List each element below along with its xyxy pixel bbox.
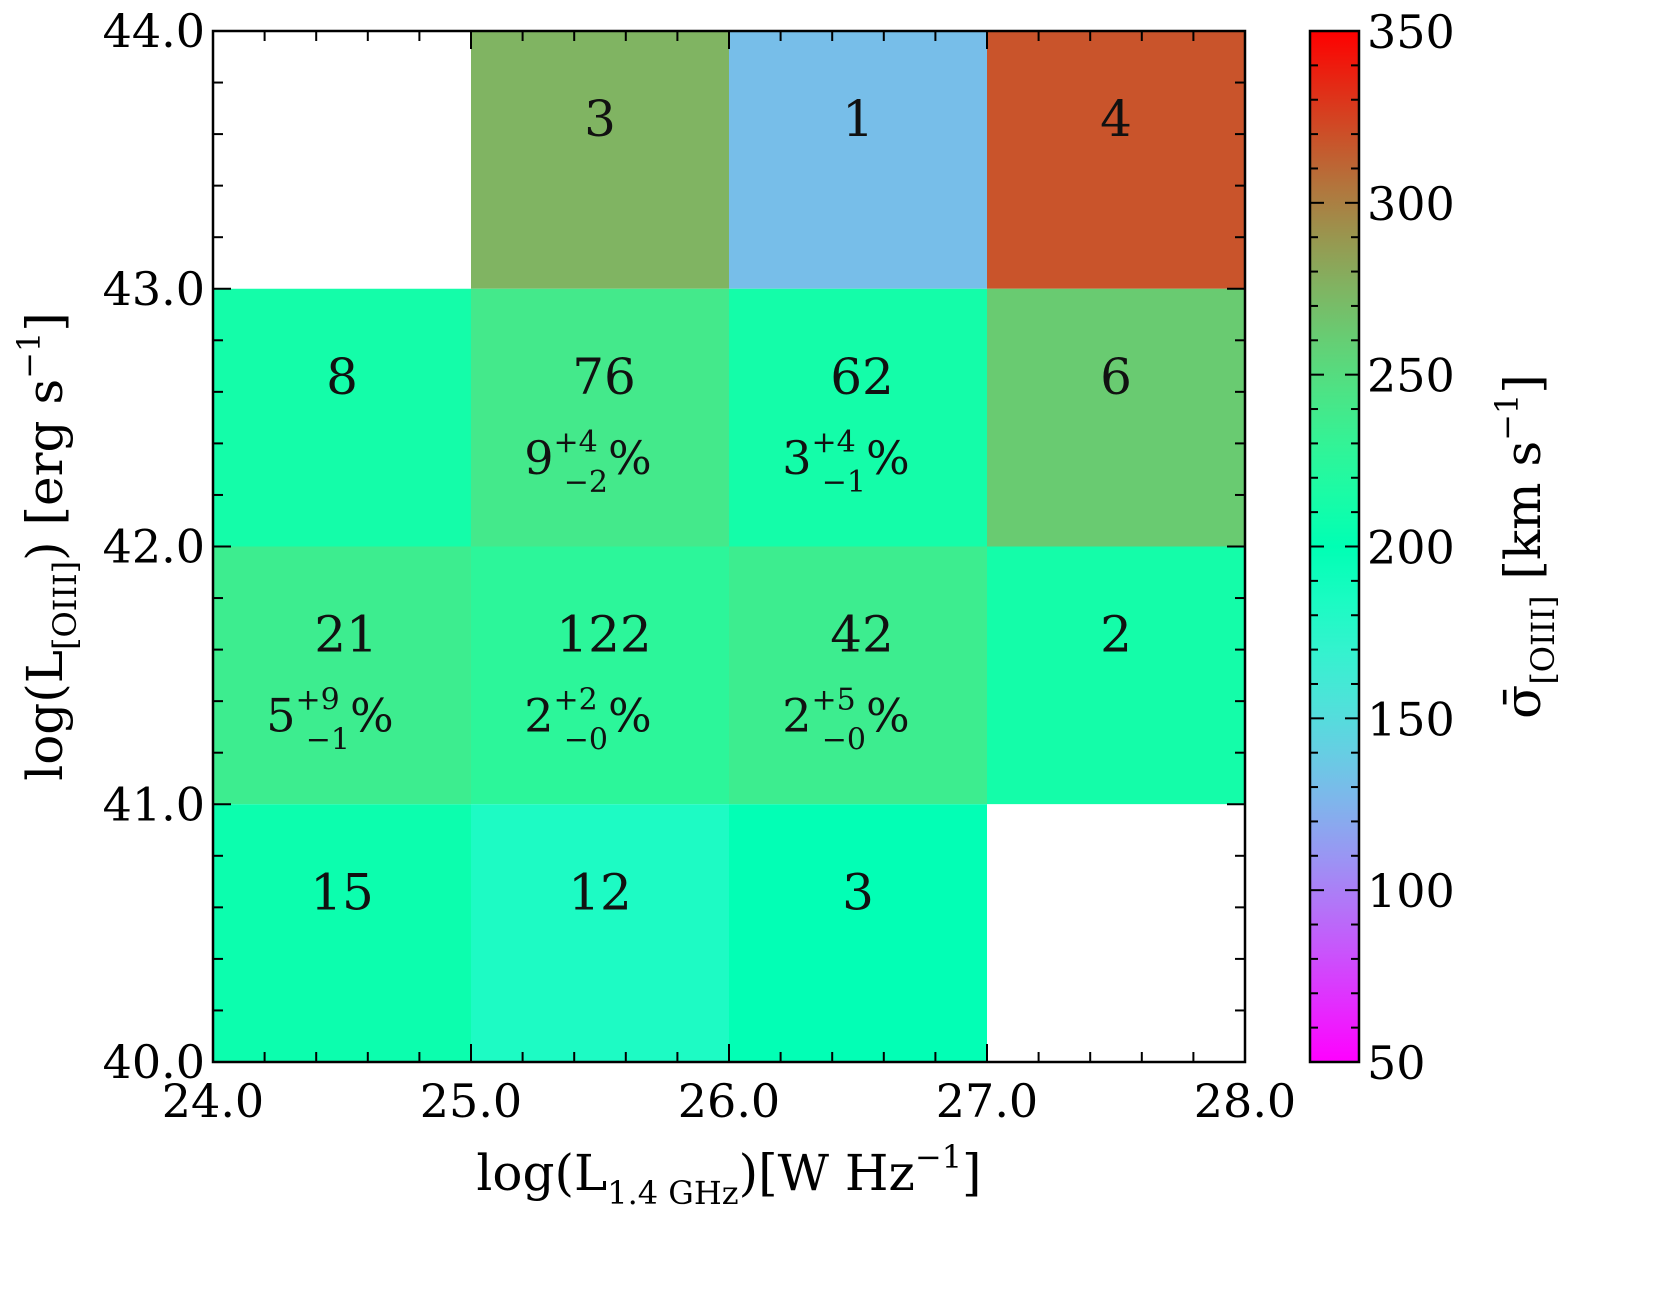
colorbar-tick-label: 300 xyxy=(1367,177,1455,231)
y-tick-label: 44.0 xyxy=(103,4,205,58)
heatmap-cell xyxy=(987,546,1245,805)
cell-count-label: 3 xyxy=(584,90,616,148)
colorbar-tick-label: 50 xyxy=(1367,1036,1426,1090)
heatmap-cell xyxy=(987,288,1245,547)
colorbar-label: σ̄[OIII] [km s−1] xyxy=(1488,374,1562,719)
x-tick-label: 25.0 xyxy=(420,1074,522,1128)
cell-count-label: 122 xyxy=(556,606,651,664)
heatmap-cell xyxy=(213,31,471,289)
colorbar-tick-label: 200 xyxy=(1367,521,1455,575)
cell-count-label: 62 xyxy=(830,348,894,406)
heatmap-cells xyxy=(213,31,1245,1062)
y-tick-label: 41.0 xyxy=(103,777,205,831)
colorbar-tick-label: 250 xyxy=(1367,349,1455,403)
x-tick-label: 27.0 xyxy=(936,1074,1038,1128)
cell-fraction-label: 9+4 −2% xyxy=(524,425,651,500)
cell-count-label: 6 xyxy=(1100,348,1132,406)
heatmap-cell xyxy=(471,31,729,289)
cell-count-label: 76 xyxy=(572,348,636,406)
cell-fraction-label: 5+9 −1% xyxy=(266,683,393,758)
cell-count-label: 1 xyxy=(842,90,874,148)
y-tick-label: 40.0 xyxy=(103,1035,205,1089)
y-tick-label: 43.0 xyxy=(103,262,205,316)
heatmap-cell xyxy=(213,546,471,805)
colorbar-tick-labels: 50 100 150 200 250 300 350 xyxy=(1367,5,1455,1090)
heatmap-cell xyxy=(213,288,471,547)
heatmap-cell xyxy=(729,804,987,1062)
cell-fraction-label: 3+4 −1% xyxy=(782,425,909,500)
heatmap-cell xyxy=(213,804,471,1062)
x-tick-label: 24.0 xyxy=(162,1074,264,1128)
colorbar-ticks xyxy=(1310,30,1359,1063)
x-axis-label: log(L1.4 GHz)[W Hz−1] xyxy=(476,1138,981,1212)
cell-count-label: 4 xyxy=(1100,90,1132,148)
cell-count-label: 8 xyxy=(326,348,358,406)
colorbar-tick-label: 150 xyxy=(1367,692,1455,746)
heatmap-cell xyxy=(471,804,729,1062)
colorbar-tick-label: 100 xyxy=(1367,864,1455,918)
heatmap-cell xyxy=(729,546,987,805)
heatmap-cell xyxy=(471,288,729,547)
heatmap-cell xyxy=(729,288,987,547)
cell-fraction-label: 2+5 −0% xyxy=(782,683,909,758)
cell-count-label: 15 xyxy=(310,863,374,921)
y-tick-label: 42.0 xyxy=(103,520,205,574)
x-tick-label: 26.0 xyxy=(678,1074,780,1128)
cell-count-label: 2 xyxy=(1100,606,1132,664)
cell-count-label: 12 xyxy=(568,863,632,921)
heatmap-cell xyxy=(471,546,729,805)
axis-tick-labels: 24.0 25.0 26.0 27.0 28.0 40.0 41.0 42.0 43.0 44.0 xyxy=(103,4,1297,1128)
cell-fraction-label: 2+2 −0% xyxy=(524,683,651,758)
heatmap-cell xyxy=(987,31,1245,289)
cell-count-label: 21 xyxy=(314,606,378,664)
cell-count-label: 3 xyxy=(842,863,874,921)
x-tick-label: 28.0 xyxy=(1194,1074,1296,1128)
heatmap-cell xyxy=(987,804,1245,1062)
heatmap-cell xyxy=(729,31,987,289)
axis-ticks xyxy=(212,30,1246,1063)
colorbar-tick-label: 350 xyxy=(1367,5,1455,59)
y-axis-label: log(L[OIII]) [erg s−1] xyxy=(10,312,84,781)
cell-count-label: 42 xyxy=(830,606,894,664)
